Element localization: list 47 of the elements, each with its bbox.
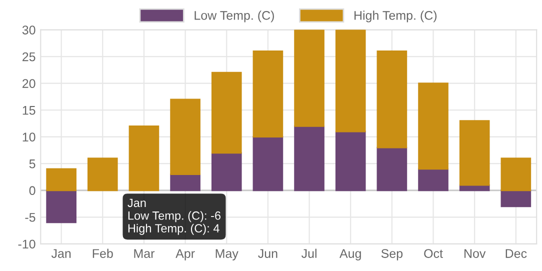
x-tick-label: Oct: [424, 249, 443, 258]
annotation: Jan: [128, 198, 146, 208]
bar: [500, 158, 532, 192]
legend-label: High Temp. (C): [354, 10, 437, 22]
y-tick-label: 20: [22, 79, 36, 88]
x-tick-label: Apr: [176, 249, 195, 260]
bar: [211, 72, 242, 154]
bar: [46, 168, 76, 192]
bar: [252, 136, 284, 192]
bar: [418, 168, 448, 192]
bar: [128, 125, 160, 192]
y-tick-label: -10: [18, 240, 36, 249]
y-tick-label: 0: [29, 186, 36, 196]
bar: [376, 146, 408, 192]
x-tick-label: Jan: [51, 249, 71, 258]
x-tick-label: Dec: [506, 249, 527, 258]
x-tick-label: Feb: [92, 248, 113, 258]
bar: [376, 50, 408, 148]
bar: [252, 50, 284, 138]
bar: [459, 120, 490, 186]
annotation: High Temp. (C): 4: [128, 224, 220, 235]
legend-label: Low Temp. (C): [194, 10, 274, 22]
x-tick-label: Jun: [258, 249, 278, 258]
bar: [87, 158, 118, 192]
y-tick-label: 5: [29, 160, 36, 168]
bar: [418, 82, 448, 170]
x-tick-label: Nov: [464, 249, 486, 258]
y-tick-label: 30: [22, 26, 36, 34]
x-tick-label: Jul: [301, 248, 316, 258]
y-tick-label: -5: [25, 213, 36, 222]
y-tick-label: 25: [22, 52, 36, 62]
bar: [335, 30, 366, 132]
annotation: Low Temp. (C): -6: [128, 211, 221, 222]
bar: [170, 98, 200, 176]
x-tick-label: Aug: [340, 249, 361, 260]
bar: [335, 130, 366, 192]
y-tick-label: 10: [22, 132, 36, 142]
x-tick-label: Sep: [381, 249, 403, 260]
x-tick-label: May: [216, 249, 238, 260]
y-tick-label: 15: [22, 106, 36, 115]
bar: [46, 190, 76, 224]
bar: [500, 190, 532, 208]
x-tick-label: Mar: [134, 249, 155, 258]
bar: [211, 152, 242, 192]
bar: [294, 125, 324, 192]
bar: [170, 174, 200, 192]
bar: [294, 30, 324, 127]
